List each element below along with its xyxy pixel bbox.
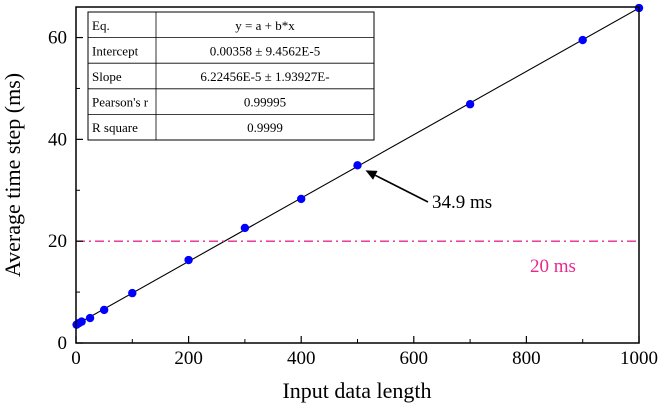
y-ticks: 0 20 40 60 xyxy=(48,28,83,354)
stats-label: Slope xyxy=(92,69,122,84)
stats-value: 0.00358 ± 9.4562E-5 xyxy=(210,43,320,58)
annotation-arrow-line xyxy=(374,174,429,203)
stats-value: 6.22456E-5 ± 1.93927E- xyxy=(200,69,329,84)
y-tick-label: 60 xyxy=(48,28,67,49)
stats-table-frame xyxy=(87,11,375,141)
data-point xyxy=(297,194,306,204)
x-tick-label: 400 xyxy=(287,348,316,369)
data-point xyxy=(99,305,109,315)
data-point xyxy=(578,35,587,45)
annotation-label: 34.9 ms xyxy=(432,192,492,213)
x-tick-label: 600 xyxy=(400,348,429,369)
data-point xyxy=(353,161,362,170)
annotation: 34.9 ms xyxy=(365,170,492,213)
y-axis-title: Average time step (ms) xyxy=(0,73,25,277)
y-tick-label: 0 xyxy=(58,333,68,354)
x-tick-label: 1000 xyxy=(620,348,658,369)
x-tick-label: 0 xyxy=(71,348,81,369)
stats-value: y = a + b*x xyxy=(235,18,295,33)
x-tick-label: 200 xyxy=(174,348,203,369)
y-tick-label: 40 xyxy=(48,129,67,150)
stats-label: R square xyxy=(92,120,138,135)
stats-value: 0.9999 xyxy=(247,120,283,135)
stats-label: Intercept xyxy=(92,43,139,58)
stats-label: Pearson's r xyxy=(92,95,149,110)
y-tick-label: 20 xyxy=(48,231,67,252)
annotation-arrow-head xyxy=(365,170,378,180)
data-point xyxy=(184,255,193,265)
data-point xyxy=(85,313,95,323)
data-point xyxy=(77,317,86,326)
stats-label: Eq. xyxy=(92,18,110,33)
stats-rows: Eq. y = a + b*x Intercept 0.00358 ± 9.4562E… xyxy=(88,18,374,135)
x-axis-title: Input data length xyxy=(282,378,431,403)
reference-line-label: 20 ms xyxy=(530,256,576,277)
x-ticks: 0 200 400 600 800 1000 xyxy=(71,336,658,369)
data-points xyxy=(72,3,644,329)
data-point xyxy=(128,288,137,298)
x-tick-label: 800 xyxy=(512,348,541,369)
data-point xyxy=(465,100,475,109)
stats-value: 0.99995 xyxy=(244,95,286,110)
data-point xyxy=(240,223,250,233)
stats-table: Eq. y = a + b*x Intercept 0.00358 ± 9.4562E… xyxy=(87,11,375,141)
